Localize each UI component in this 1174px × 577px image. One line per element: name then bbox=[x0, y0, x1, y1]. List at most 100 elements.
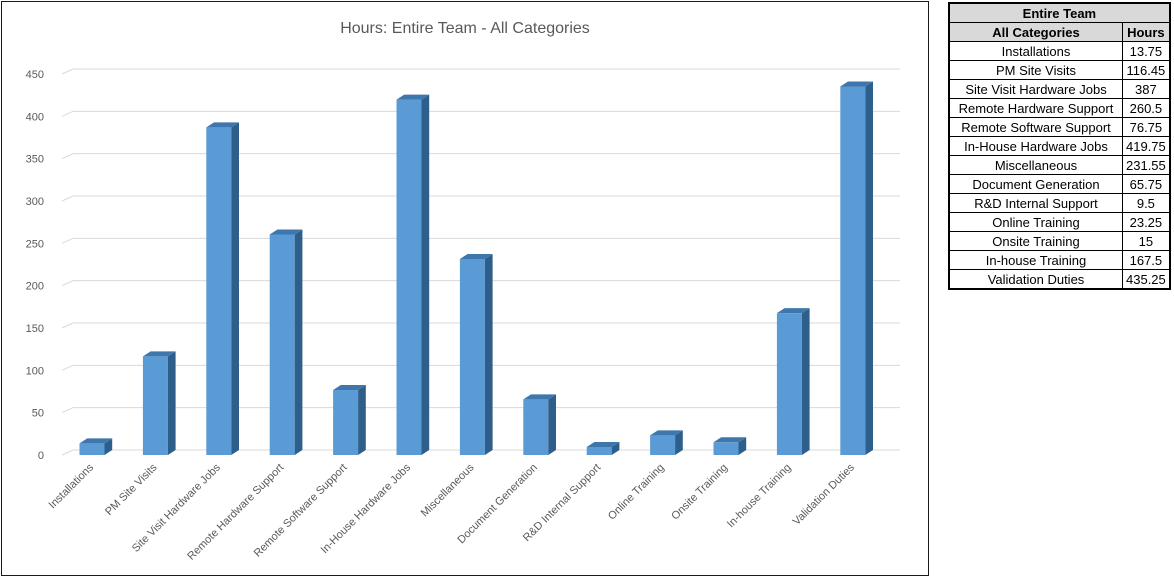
table-cell-category: Document Generation bbox=[948, 174, 1123, 194]
x-tick-label: Miscellaneous bbox=[419, 461, 477, 519]
y-tick-label: 0 bbox=[38, 450, 44, 462]
gridline bbox=[61, 68, 900, 75]
y-tick-label: 100 bbox=[26, 365, 44, 377]
table-row: Remote Hardware Support 260.5 bbox=[948, 98, 1171, 118]
table-row: Installations 13.75 bbox=[948, 41, 1171, 61]
bar-side bbox=[104, 438, 113, 455]
bars bbox=[79, 81, 873, 455]
table-cell-category: In-House Hardware Jobs bbox=[948, 136, 1123, 156]
table-cell-hours: 15 bbox=[1121, 231, 1171, 251]
bar-top bbox=[459, 253, 493, 259]
bar-top bbox=[206, 122, 239, 128]
table-cell-hours: 231.55 bbox=[1121, 155, 1171, 175]
gridline bbox=[61, 195, 900, 202]
x-tick-label: PM Site Visits bbox=[103, 461, 160, 518]
bar-chart: Hours: Entire Team - All Categories 0 50 1… bbox=[26, 20, 900, 563]
table-row: Validation Duties 435.25 bbox=[948, 269, 1171, 290]
bar bbox=[713, 437, 747, 455]
table-title-row: Entire Team bbox=[948, 2, 1171, 23]
table-cell-category: Installations bbox=[948, 41, 1123, 61]
x-tick-label: Onsite Training bbox=[669, 462, 730, 523]
table-cell-hours: 387 bbox=[1121, 79, 1171, 99]
bar-top bbox=[586, 441, 620, 447]
bar-front bbox=[269, 234, 295, 455]
x-tick-label: Validation Duties bbox=[791, 461, 858, 528]
bar-top bbox=[650, 430, 683, 436]
bar-side bbox=[484, 253, 493, 455]
x-tick-label: In-house Training bbox=[725, 462, 794, 531]
table-cell-hours: 116.45 bbox=[1121, 60, 1171, 80]
gridlines bbox=[61, 68, 900, 456]
bar-front bbox=[206, 127, 232, 455]
bar-front bbox=[586, 446, 612, 455]
bar-front bbox=[459, 258, 485, 455]
bar-side bbox=[801, 308, 810, 455]
table-row: Remote Software Support 76.75 bbox=[948, 117, 1171, 137]
y-tick-label: 300 bbox=[26, 196, 44, 208]
bar-top bbox=[776, 308, 810, 314]
bar-front bbox=[333, 390, 359, 455]
table-row: In-House Hardware Jobs 419.75 bbox=[948, 136, 1171, 156]
hours-summary-table: Entire Team All Categories Hours Install… bbox=[948, 2, 1171, 290]
table-cell-hours: 167.5 bbox=[1121, 250, 1171, 270]
bar-top bbox=[79, 438, 113, 444]
table-row: Onsite Training 15 bbox=[948, 231, 1171, 251]
bar bbox=[396, 94, 430, 455]
bar-side bbox=[865, 81, 873, 455]
bar-front bbox=[79, 443, 105, 455]
table-cell-hours: 419.75 bbox=[1121, 136, 1171, 156]
gridline bbox=[61, 407, 900, 414]
table-row: Site Visit Hardware Jobs 387 bbox=[948, 79, 1171, 99]
table-cell-hours: 435.25 bbox=[1121, 269, 1171, 290]
y-tick-label: 50 bbox=[32, 408, 44, 420]
chart-title: Hours: Entire Team - All Categories bbox=[340, 20, 590, 37]
table-cell-hours: 9.5 bbox=[1121, 193, 1171, 213]
bar bbox=[586, 441, 620, 455]
table-row: Online Training 23.25 bbox=[948, 212, 1171, 232]
bar-side bbox=[294, 229, 303, 455]
bar-top bbox=[840, 81, 873, 87]
table-cell-category: Online Training bbox=[948, 212, 1123, 232]
gridline bbox=[61, 280, 900, 287]
bar-side bbox=[738, 437, 747, 455]
table-row: Miscellaneous 231.55 bbox=[948, 155, 1171, 175]
table-cell-category: R&D Internal Support bbox=[948, 193, 1123, 213]
bar-side bbox=[231, 122, 239, 455]
bar-top bbox=[269, 229, 303, 235]
table-title: Entire Team bbox=[948, 2, 1171, 23]
y-tick-label: 350 bbox=[26, 154, 44, 166]
table-cell-category: In-house Training bbox=[948, 250, 1123, 270]
bar bbox=[269, 229, 303, 455]
bar bbox=[650, 430, 683, 455]
bar bbox=[333, 385, 366, 455]
x-tick-label: Online Training bbox=[606, 462, 667, 523]
y-tick-label: 200 bbox=[26, 281, 44, 293]
table-cell-category: Remote Hardware Support bbox=[948, 98, 1123, 118]
table-cell-hours: 76.75 bbox=[1121, 117, 1171, 137]
chart-frame: Hours: Entire Team - All Categories 0 50 1… bbox=[1, 1, 929, 576]
table-row: In-house Training 167.5 bbox=[948, 250, 1171, 270]
y-tick-label: 450 bbox=[26, 69, 44, 81]
table-cell-category: PM Site Visits bbox=[948, 60, 1123, 80]
table-cell-hours: 13.75 bbox=[1121, 41, 1171, 61]
bar bbox=[523, 394, 556, 455]
bar-front bbox=[523, 399, 549, 455]
bar-side bbox=[611, 441, 620, 455]
gridline bbox=[61, 153, 900, 160]
table-cell-hours: 260.5 bbox=[1121, 98, 1171, 118]
table-cell-category: Validation Duties bbox=[948, 269, 1123, 290]
bar-front bbox=[396, 99, 422, 455]
table-cell-hours: 23.25 bbox=[1121, 212, 1171, 232]
gridline bbox=[61, 449, 900, 456]
bar-front bbox=[840, 86, 866, 455]
bar bbox=[142, 351, 176, 455]
bar-side bbox=[358, 385, 366, 455]
table-row: PM Site Visits 116.45 bbox=[948, 60, 1171, 80]
y-tick-label: 250 bbox=[26, 238, 44, 250]
bar-top bbox=[523, 394, 556, 400]
gridline bbox=[61, 364, 900, 371]
bar-front bbox=[142, 356, 168, 455]
bar-top bbox=[333, 385, 366, 391]
bar-side bbox=[675, 430, 683, 455]
